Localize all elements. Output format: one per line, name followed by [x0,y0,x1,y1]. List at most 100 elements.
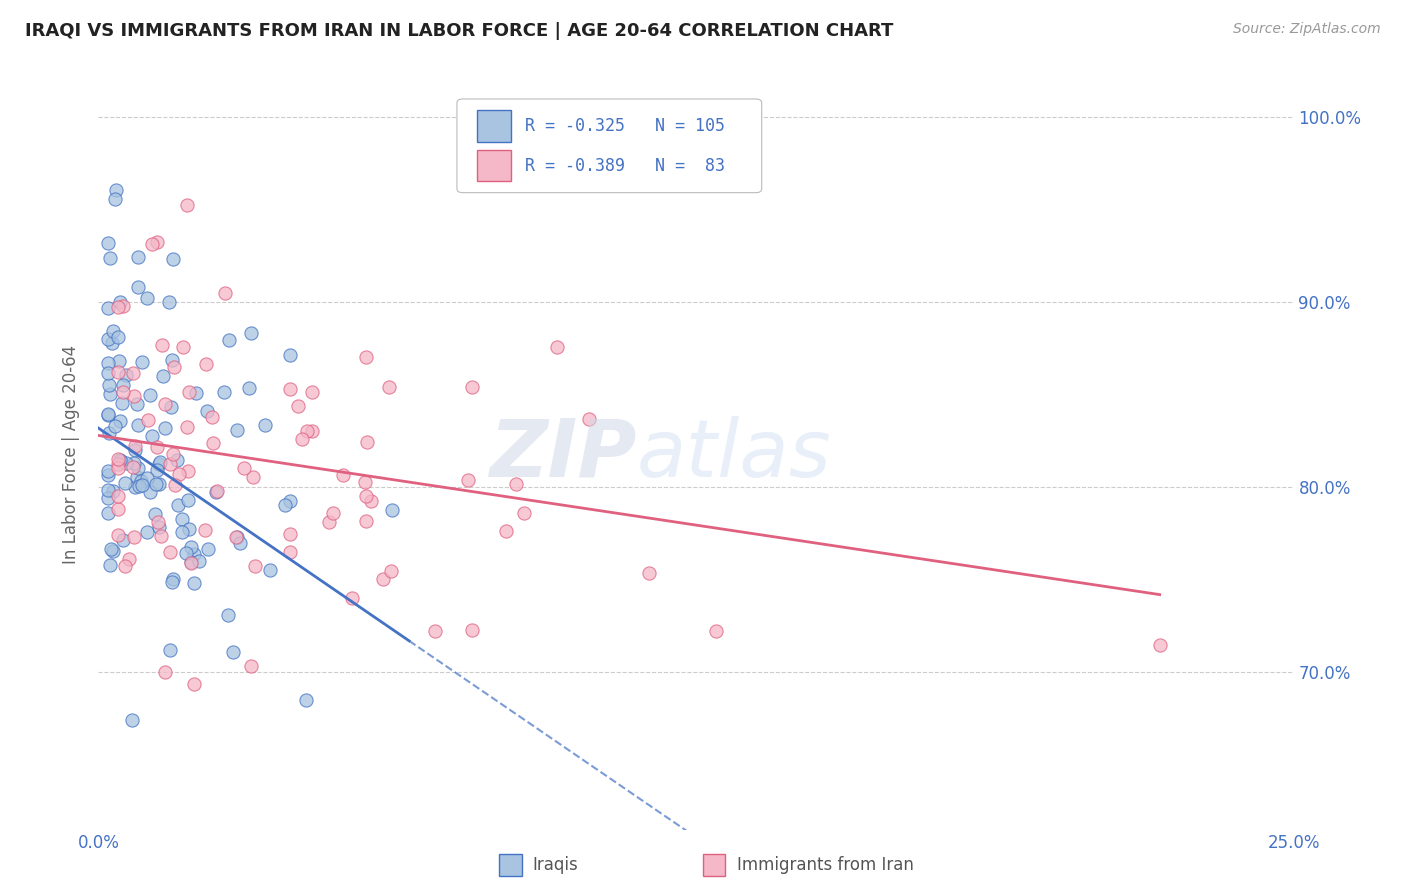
Point [128,479,150,493]
Point [122,459,145,474]
Text: ZIP: ZIP [489,416,637,494]
Point [163,360,186,375]
Point [152,368,174,383]
Point [110,454,132,468]
Point [112,533,135,547]
Point [141,237,163,252]
Point [242,469,264,483]
Point [214,286,236,301]
Point [360,493,382,508]
Point [104,183,127,197]
Point [153,421,176,435]
Point [238,381,260,395]
Point [97,301,120,315]
Point [98,426,121,441]
Point [180,556,202,570]
Point [274,498,297,512]
Point [97,408,120,422]
Point [195,357,218,371]
Point [162,447,184,461]
Point [159,545,181,559]
Point [167,467,190,481]
Point [354,475,377,489]
Point [278,382,301,396]
Text: Immigrants from Iran: Immigrants from Iran [737,855,914,874]
Point [205,483,228,498]
Point [149,528,172,542]
Point [380,564,402,578]
Point [108,295,131,310]
Point [97,407,120,421]
Point [98,558,121,572]
Point [131,478,153,492]
Point [146,235,169,250]
Point [143,507,166,521]
Point [513,507,536,521]
Point [301,424,323,438]
Point [239,658,262,673]
Point [221,645,243,659]
Point [239,326,262,341]
Point [141,428,163,442]
Point [97,356,120,370]
Point [176,198,198,212]
Point [146,463,169,477]
Point [162,572,184,586]
Point [254,417,277,432]
Point [186,386,208,401]
Point [322,506,344,520]
Point [183,547,205,561]
Point [118,552,141,566]
Point [212,385,235,400]
Point [127,250,149,264]
Point [226,423,249,437]
Text: Source: ZipAtlas.com: Source: ZipAtlas.com [1233,22,1381,37]
Point [146,440,169,454]
Point [180,540,202,554]
Point [122,530,145,544]
Point [97,378,120,392]
Point [166,453,188,467]
Point [318,515,340,529]
Point [546,340,568,354]
Point [259,563,281,577]
Point [332,467,354,482]
Point [110,414,132,428]
Point [201,410,224,425]
Point [97,468,120,483]
Point [205,484,228,499]
Point [172,512,194,526]
Point [174,546,197,560]
Point [114,559,136,574]
Point [136,524,159,539]
Point [98,251,121,265]
Point [101,483,124,498]
Point [356,435,378,450]
Point [107,528,129,542]
Point [159,643,181,657]
Point [97,464,120,478]
Point [150,338,173,352]
Point [195,404,218,418]
Point [107,365,129,379]
Point [101,324,124,338]
Point [340,591,363,605]
Text: R = -0.325   N = 105: R = -0.325 N = 105 [524,117,725,135]
Point [505,477,527,491]
Point [229,536,252,550]
Point [233,460,256,475]
Point [98,386,121,401]
Point [124,439,146,453]
Point [127,279,149,293]
Point [163,478,186,492]
Point [107,457,129,471]
Point [127,460,149,475]
Point [107,501,129,516]
Point [495,524,517,538]
Point [226,530,249,544]
Point [179,385,201,400]
Point [107,452,129,467]
Text: atlas: atlas [637,416,831,494]
Point [457,473,479,487]
FancyBboxPatch shape [457,99,762,193]
